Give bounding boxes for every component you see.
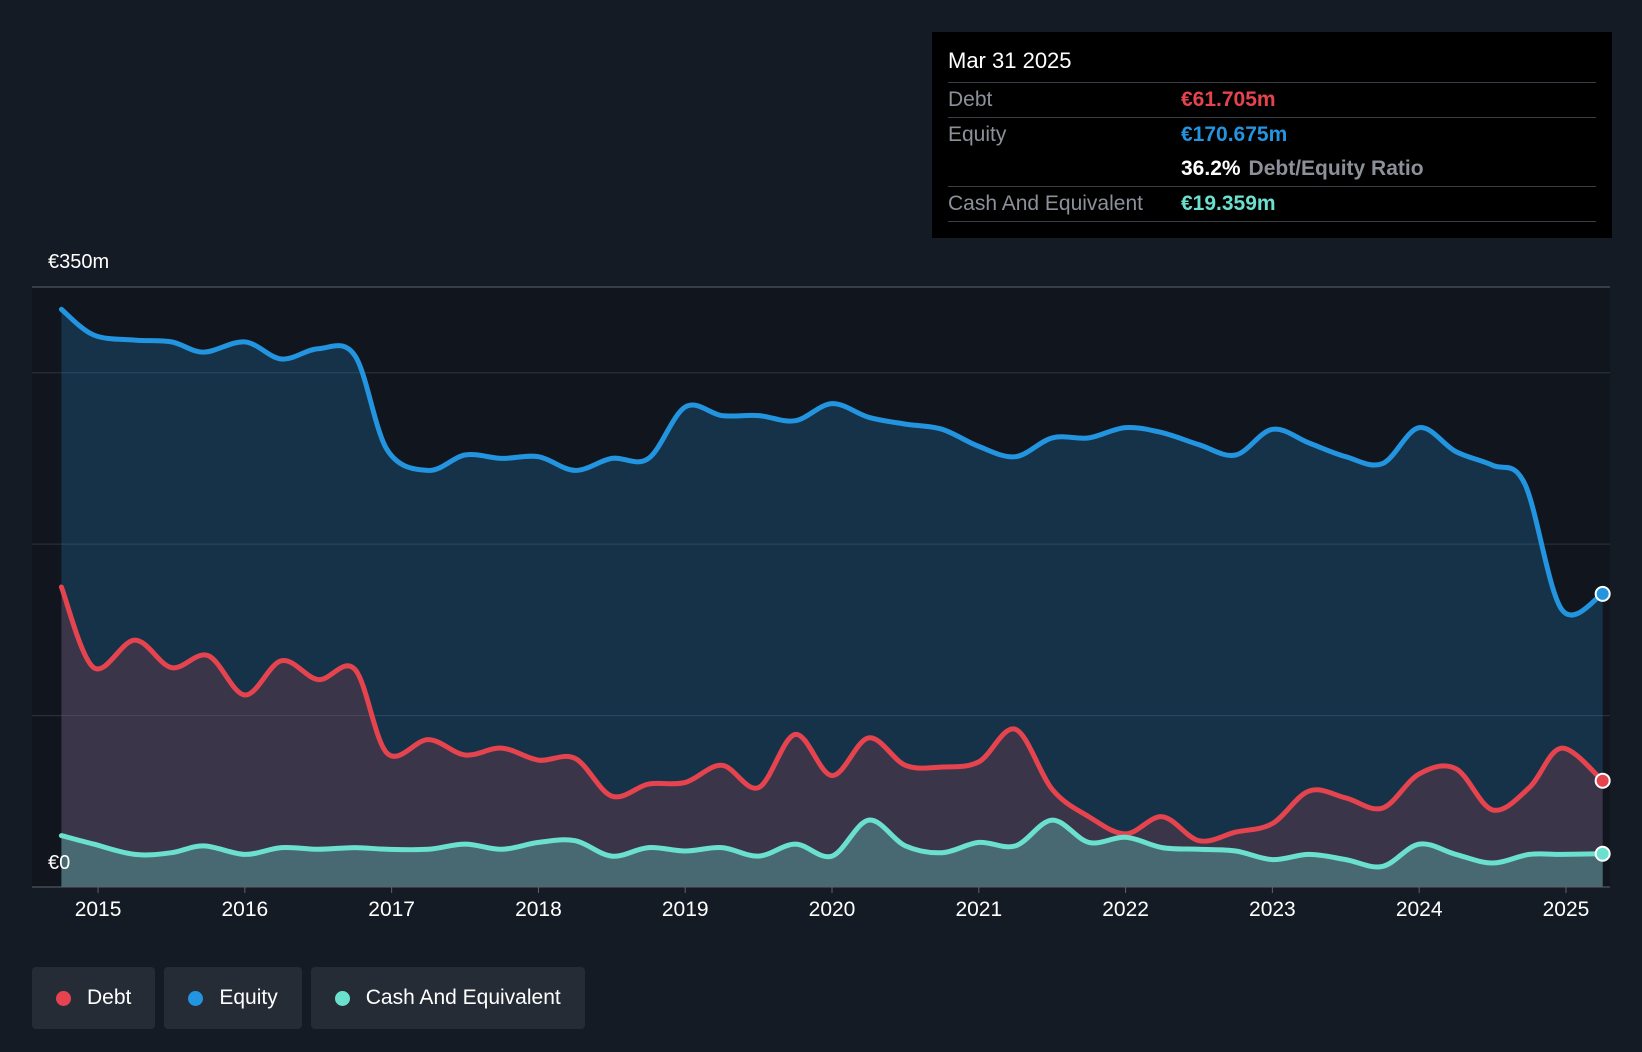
series-line-cash-and-equivalent: [58, 817, 1606, 870]
cash-dot-icon: [334, 990, 350, 1006]
legend-label-equity: Equity: [219, 986, 278, 1009]
tooltip-ratio-row: 36.2% Debt/Equity Ratio: [948, 152, 1596, 186]
x-tick-label: 2023: [1249, 898, 1296, 921]
equity-dot-icon: [188, 990, 204, 1006]
x-tick-label: 2019: [661, 898, 709, 921]
tooltip-equity-label: Equity: [948, 123, 1007, 146]
tooltip-panel: Mar 31 2025 Debt €61.705m Equity €170.67…: [932, 32, 1612, 238]
x-tick-label: 2025: [1542, 898, 1590, 921]
legend: Debt Equity Cash And Equivalent: [32, 967, 585, 1029]
tooltip-equity-value: €170.675m: [1181, 123, 1288, 146]
x-tick-label: 2018: [515, 898, 562, 921]
x-tick-label: 2016: [221, 898, 269, 921]
tooltip-debt-label: Debt: [948, 88, 993, 111]
tooltip-cash-row: Cash And Equivalent €19.359m: [948, 186, 1596, 222]
tooltip-debt-value: €61.705m: [1181, 88, 1276, 111]
area-cash-and-equivalent: [61, 820, 1603, 887]
tooltip-date: Mar 31 2025: [948, 48, 1072, 73]
series-line-debt: [58, 584, 1606, 844]
x-tick-label: 2022: [1102, 898, 1149, 921]
legend-item-equity[interactable]: Equity: [164, 967, 302, 1029]
tooltip-cash-value: €19.359m: [1181, 192, 1276, 215]
endpoint-cash-and-equivalent: [1594, 845, 1611, 862]
x-tick-label: 2020: [808, 898, 856, 921]
legend-item-debt[interactable]: Debt: [32, 967, 156, 1029]
legend-label-cash: Cash And Equivalent: [365, 986, 561, 1009]
debt-dot-icon: [56, 990, 71, 1006]
endpoint-equity: [1594, 585, 1611, 602]
x-tick-label: 2021: [955, 898, 1003, 921]
series-line-equity: [58, 306, 1606, 618]
x-tick-label: 2017: [368, 898, 415, 921]
plot-background: [32, 287, 1610, 887]
tooltip-debt-row: Debt €61.705m: [948, 82, 1596, 117]
endpoint-debt: [1594, 772, 1611, 789]
x-tick-label: 2015: [74, 898, 122, 921]
x-tick-label: 2024: [1395, 898, 1443, 921]
legend-label-debt: Debt: [87, 986, 132, 1009]
tooltip-equity-row: Equity €170.675m: [948, 117, 1596, 152]
tooltip-ratio-value: 36.2%: [1181, 157, 1241, 180]
legend-item-cash[interactable]: Cash And Equivalent: [310, 967, 585, 1029]
tooltip-cash-label: Cash And Equivalent: [948, 192, 1143, 215]
y-axis-bottom-label: €0: [48, 852, 71, 874]
tooltip-ratio-label: Debt/Equity Ratio: [1248, 157, 1424, 180]
y-axis-top-label: €350m: [48, 251, 110, 273]
area-debt: [61, 587, 1603, 887]
